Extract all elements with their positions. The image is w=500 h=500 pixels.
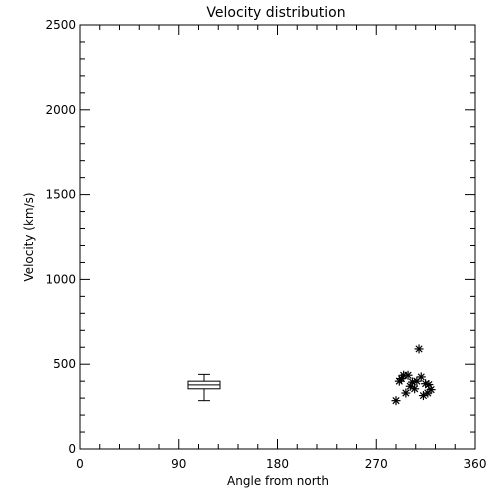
data-point	[414, 344, 424, 354]
x-tick-label: 180	[266, 457, 289, 471]
x-tick-label: 360	[464, 457, 487, 471]
y-axis-label: Velocity (km/s)	[22, 192, 36, 281]
box-plot	[187, 373, 221, 402]
x-axis-label: Angle from north	[227, 474, 329, 488]
data-point	[416, 372, 426, 382]
y-tick-label: 0	[68, 442, 76, 456]
chart-title: Velocity distribution	[206, 5, 345, 21]
y-tick-label: 1000	[45, 272, 76, 286]
scatter-points	[391, 344, 436, 406]
y-tick-label: 2500	[45, 18, 76, 32]
x-tick-label: 0	[76, 457, 84, 471]
y-tick-label: 500	[53, 357, 76, 371]
plot-frame	[79, 24, 476, 450]
data-point	[426, 385, 436, 395]
x-tick-label: 270	[365, 457, 388, 471]
data-point	[391, 396, 401, 406]
x-tick-label: 90	[171, 457, 186, 471]
data-point	[410, 384, 420, 394]
y-tick-label: 2000	[45, 103, 76, 117]
data-point	[403, 370, 413, 380]
y-tick-label: 1500	[45, 188, 76, 202]
data-point	[401, 388, 411, 398]
axis-ticks: 0 90 180 270 360 0 500 1000 1500 2000 2500	[45, 18, 486, 471]
